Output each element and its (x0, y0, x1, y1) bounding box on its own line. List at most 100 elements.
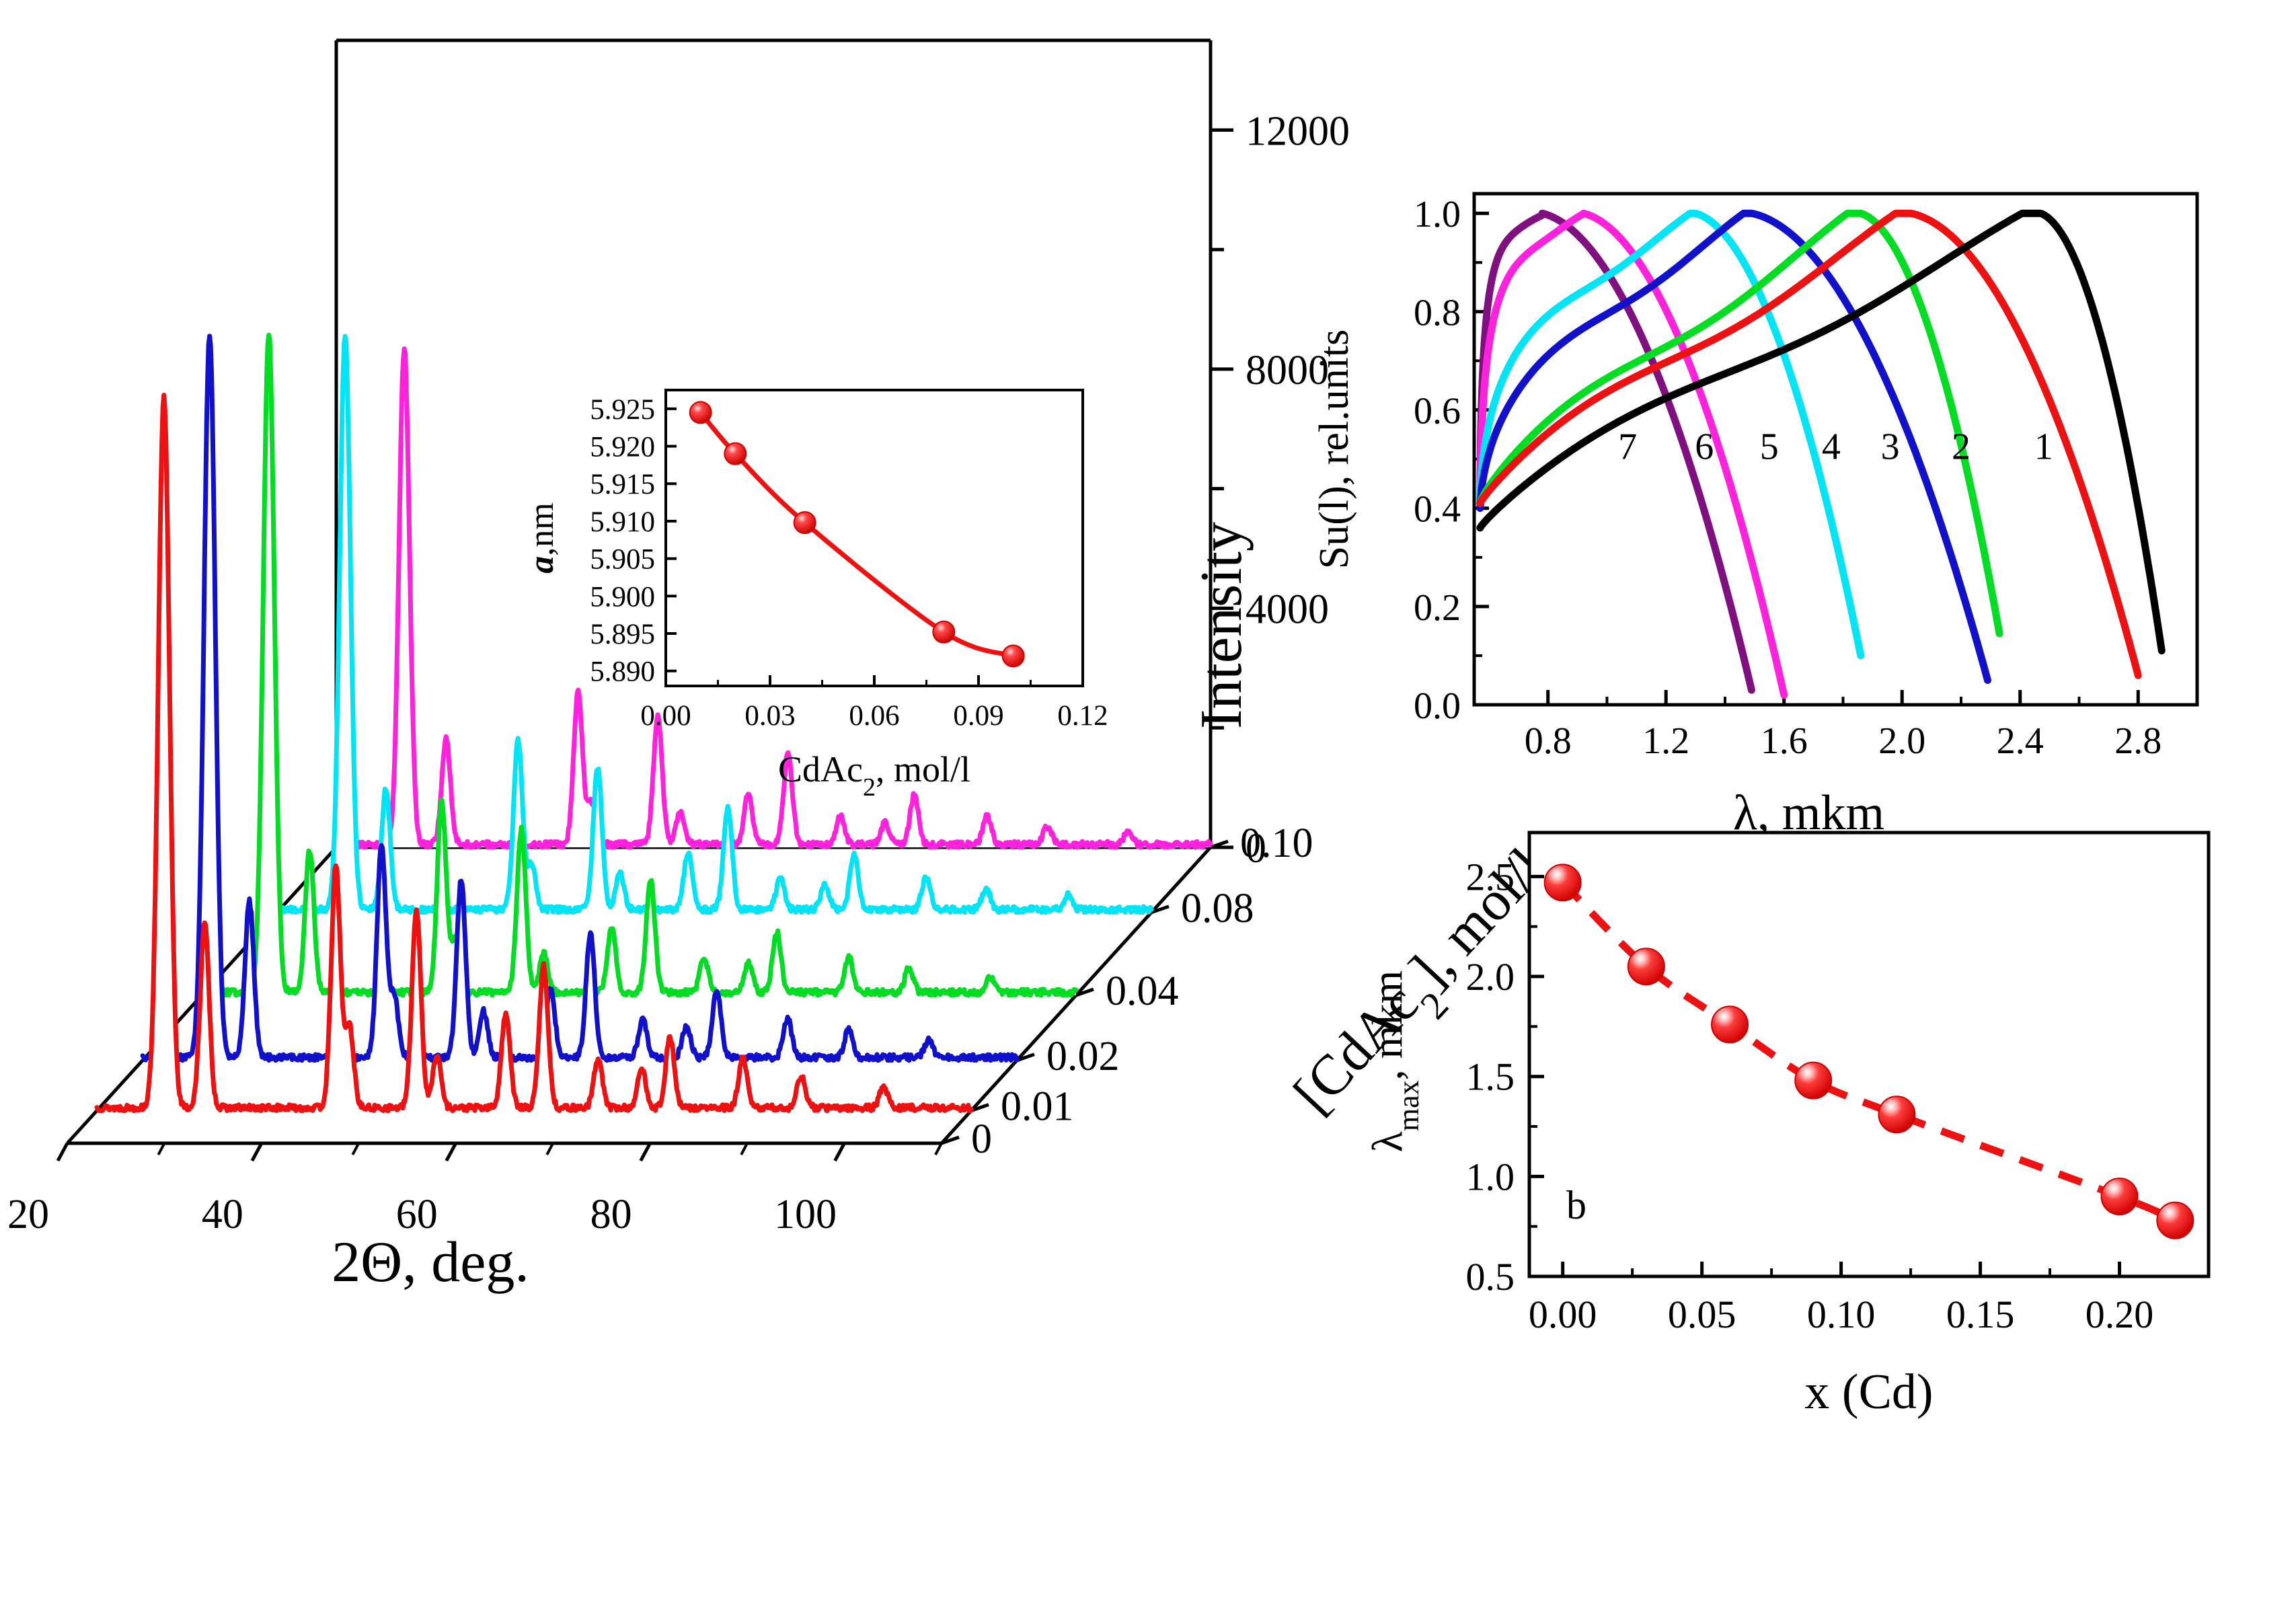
xrd-traces (94, 332, 1213, 1114)
spectra-ytick-label: 0.8 (1414, 292, 1461, 334)
xrd-ytick-label: 0 (1246, 826, 1266, 872)
panelb-ytick-label: 1.5 (1466, 1055, 1515, 1099)
panelb-data-marker (1878, 1096, 1916, 1134)
spectra-ytick-label: 0.2 (1414, 587, 1461, 629)
xrd-trace-0.08 (274, 334, 1154, 915)
inset-ytick-label: 5.895 (590, 619, 655, 650)
inset-data-marker (724, 442, 747, 465)
lattice-parameter-inset: 0.00 0.03 0.06 0.09 0.12 5.890 5.895 5.900 5.905… (523, 389, 1108, 802)
spectra-ytick-label: 1.0 (1414, 194, 1461, 235)
xrd-ytick-label: 12000 (1246, 108, 1350, 154)
xrd-xtick-label: 40 (202, 1192, 243, 1237)
xrd-xtick (445, 1142, 457, 1162)
spectra-curve-number: 5 (1760, 426, 1779, 468)
inset-xtick-label: 0.06 (849, 700, 899, 732)
xrd-xtick-minor (740, 1143, 749, 1155)
xrd-ztick (1210, 839, 1229, 849)
xrd-ztick-label: 0.10 (1240, 820, 1313, 866)
panelb-data-marker (2100, 1178, 2139, 1216)
inset-ytick-label: 5.915 (590, 469, 655, 500)
xrd-trace-0.10 (334, 346, 1213, 850)
xrd-ztick-label: 0 (971, 1116, 992, 1162)
panelb-data-marker (1543, 863, 1582, 902)
xrd-trace-0.02 (140, 334, 1020, 1063)
spectra-plot-box (1472, 192, 2199, 707)
spectra-curve-number: 2 (1952, 426, 1970, 468)
spectra-curve-1 (1476, 209, 2166, 655)
spectra-xtick-label: 2.8 (2114, 720, 2161, 762)
panelb-ytick-label: 0.5 (1466, 1255, 1515, 1299)
inset-data-marker (793, 511, 816, 535)
panelb-xtick-label: 0.20 (2085, 1293, 2154, 1336)
spectra-xtick-label: 1.2 (1642, 720, 1689, 762)
spectra-ytick-label: 0.4 (1414, 489, 1461, 531)
panelb-ytick-label: 2.0 (1466, 955, 1515, 999)
spectra-ytick-label: 0.0 (1414, 685, 1461, 727)
xrd-xtick-label: 80 (590, 1192, 632, 1237)
spectra-curve-number: 6 (1695, 426, 1714, 468)
spectra-curve-3 (1476, 209, 2003, 638)
spectra-curve-5 (1476, 209, 1865, 660)
xrd-xtick (56, 1142, 69, 1162)
xrd-ztick (941, 1135, 960, 1145)
inset-xtick-label: 0.12 (1057, 700, 1108, 732)
xrd-xtick-label: 20 (7, 1192, 49, 1237)
xrd-xtick-label: 60 (396, 1192, 438, 1237)
panelb-xtick-label: 0.05 (1668, 1293, 1736, 1336)
panelb-data-marker (1794, 1061, 1833, 1100)
inset-xtick-label: 0.09 (953, 700, 1003, 732)
lattice-symbol-a: a (523, 556, 561, 574)
spectra-curve-number: 4 (1822, 426, 1841, 468)
spectra-xtick-label: 2.0 (1878, 720, 1925, 762)
inset-ytick-label: 5.900 (590, 581, 655, 613)
panelb-plot-box (1527, 831, 2211, 1278)
lambda-max-panel: 0.00 0.05 0.10 0.15 0.200.51.01.52.02.5λmax,… (1363, 831, 2211, 1420)
panelb-xtick-label: 0.10 (1807, 1293, 1876, 1336)
inset-xtick-label: 0.03 (744, 700, 795, 732)
xrd-ztick (1075, 987, 1094, 997)
xrd-xtick-minor (351, 1143, 360, 1155)
inset-data-marker (1001, 644, 1025, 668)
spectra-curve-number: 1 (2034, 426, 2053, 468)
spectra-curve-2 (1476, 209, 2142, 679)
xrd-ztick-label: 0.01 (1001, 1084, 1074, 1130)
spectra-curves (1476, 209, 2166, 699)
spectra-yaxis-label: Su(l), rel.units (1311, 330, 1357, 569)
xrd-xtick-minor (157, 1143, 166, 1155)
xrd-xtick (639, 1142, 652, 1162)
inset-ytick-label: 5.925 (590, 394, 655, 426)
spectra-curve-number: 7 (1618, 426, 1637, 468)
xrd-xtick-minor (934, 1143, 943, 1155)
xrd-xtick (250, 1142, 264, 1162)
spectra-panel: 0.8 1.2 1.6 2.0 2.4 2.8 0.0 0.2 0.4 0.6 0.8 1.0 Su(l… (1311, 192, 2199, 841)
inset-plot-box (664, 389, 1084, 687)
inset-yaxis-label: a,nm (523, 502, 561, 573)
xrd-xaxis-label: 2Θ, deg. (332, 1229, 529, 1294)
subscript-max: max (1392, 1080, 1425, 1131)
panelb-data-marker (1711, 1005, 1749, 1044)
xrd-xtick (833, 1142, 846, 1162)
panelb-xtick-label: 0.15 (1946, 1293, 2015, 1336)
panelb-data-marker (1627, 948, 1665, 986)
spectra-curve-6 (1476, 209, 1788, 699)
xrd-ztick (1016, 1052, 1035, 1063)
xrd-ztick (1151, 905, 1170, 915)
inset-data-marker (689, 401, 712, 424)
panelb-ytick-label: 2.5 (1466, 855, 1515, 898)
inset-ytick-label: 5.890 (590, 656, 655, 688)
inset-ytick-label: 5.905 (590, 544, 655, 576)
spectra-xtick-label: 2.4 (1997, 720, 2044, 762)
spectra-xtick-label: 0.8 (1525, 720, 1572, 762)
spectra-curve-4 (1476, 209, 1991, 684)
xrd-xtick-label: 100 (774, 1192, 837, 1237)
spectra-curve-7 (1476, 209, 1755, 694)
inset-xtick-label: 0.00 (640, 700, 691, 732)
xrd-ztick (970, 1103, 989, 1112)
panelb-ytick-label: 1.0 (1466, 1155, 1515, 1198)
xrd-ytick-label: 8000 (1246, 348, 1329, 393)
subscript-2: 2 (863, 773, 876, 802)
inset-ytick-label: 5.920 (590, 432, 655, 463)
spectra-curve-number: 3 (1881, 426, 1900, 468)
